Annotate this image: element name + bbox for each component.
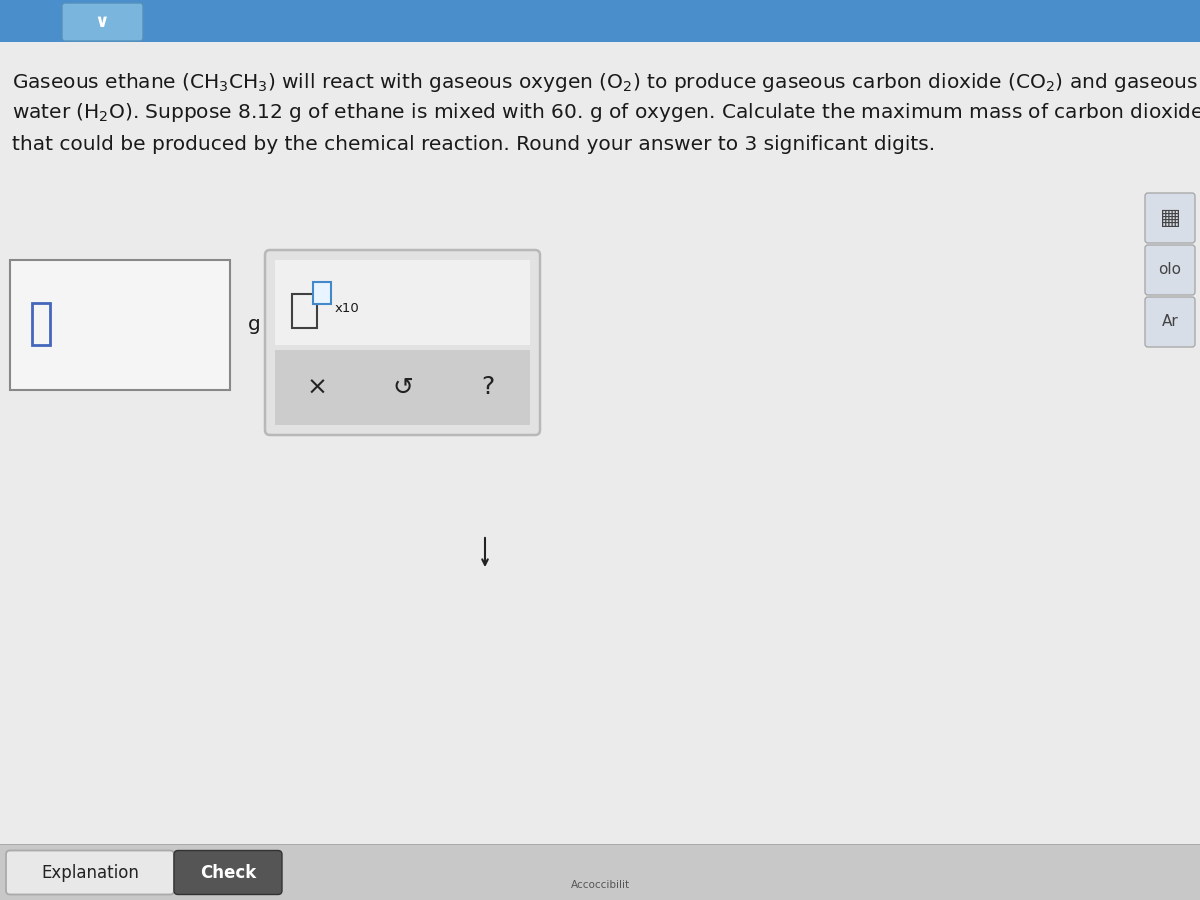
Text: water $\left(\mathregular{H_2O}\right)$. Suppose 8.12 g of ethane is mixed with : water $\left(\mathregular{H_2O}\right)$.… [12,102,1200,124]
FancyBboxPatch shape [1145,193,1195,243]
Bar [10,260,230,390]
FancyBboxPatch shape [265,250,540,435]
Bar [0,0,1200,42]
FancyBboxPatch shape [174,850,282,895]
Text: ?: ? [481,375,494,400]
Bar [275,260,530,345]
Text: x10: x10 [335,302,360,316]
Bar [0,843,1200,845]
Text: that could be produced by the chemical reaction. Round your answer to 3 signific: that could be produced by the chemical r… [12,134,935,154]
Bar [0,845,1200,900]
FancyBboxPatch shape [62,3,143,41]
Text: ∨: ∨ [95,13,109,31]
Text: Gaseous ethane $\left(\mathregular{CH_3CH_3}\right)$ will react with gaseous oxy: Gaseous ethane $\left(\mathregular{CH_3C… [12,70,1198,94]
Bar [32,303,50,345]
Text: Accoccibilit: Accoccibilit [570,880,630,890]
Text: Check: Check [200,863,256,881]
Text: ×: × [307,375,328,400]
Bar [292,294,317,328]
Bar [313,282,331,304]
Text: ↺: ↺ [392,375,413,400]
Text: Explanation: Explanation [41,863,139,881]
Text: ▦: ▦ [1159,208,1181,228]
FancyBboxPatch shape [1145,297,1195,347]
Text: g: g [248,316,260,335]
Text: olo: olo [1158,263,1182,277]
FancyBboxPatch shape [1145,245,1195,295]
Bar [275,350,530,425]
Text: Ar: Ar [1162,314,1178,329]
FancyBboxPatch shape [6,850,174,895]
